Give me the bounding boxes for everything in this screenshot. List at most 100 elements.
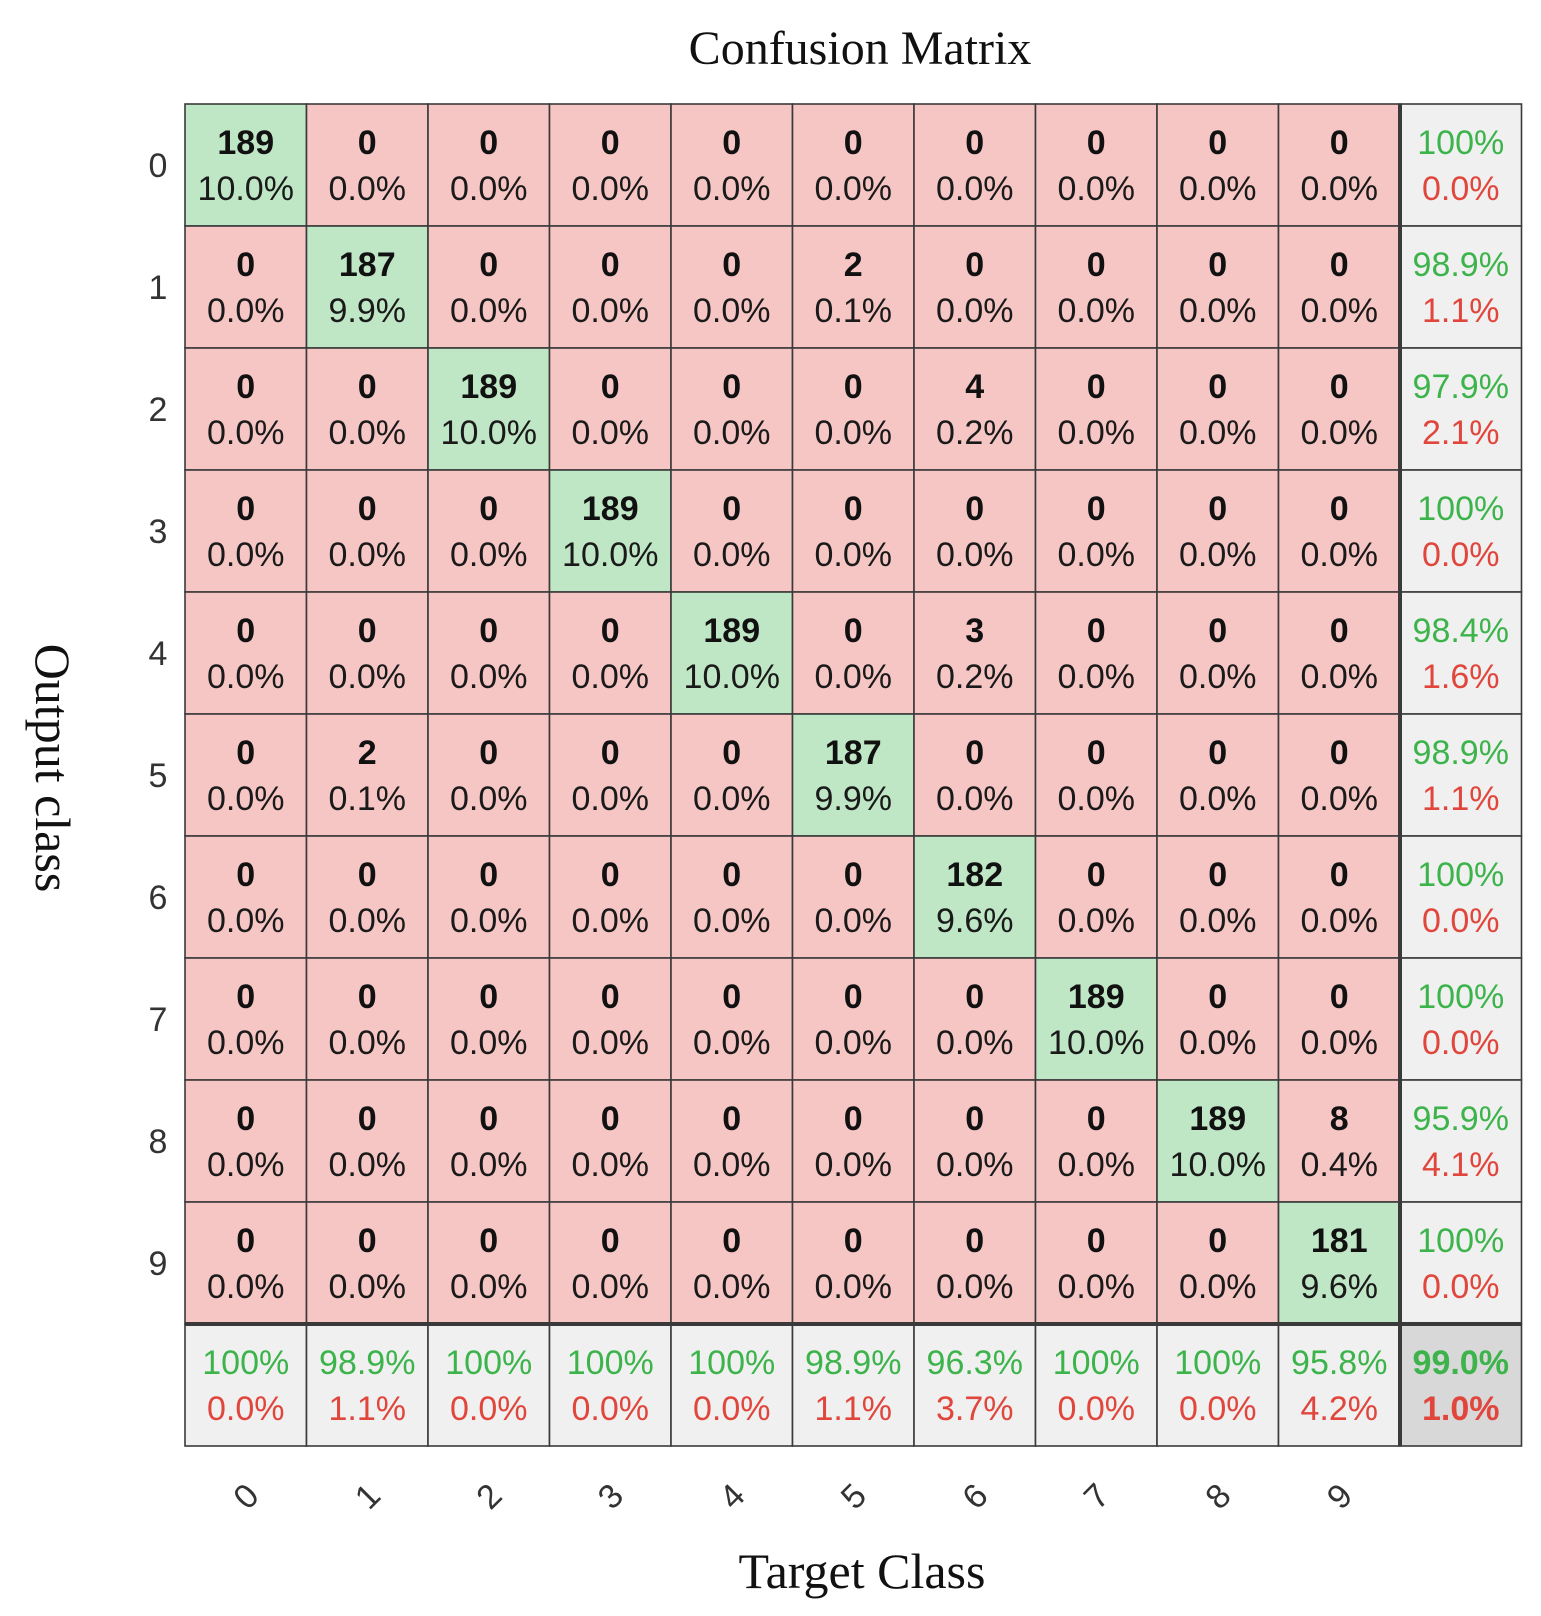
col-summary-correct: 100% [567, 1344, 654, 1382]
cell-percent: 0.0% [207, 658, 285, 696]
cell-count: 2 [358, 734, 377, 772]
cell-percent: 0.0% [329, 1268, 407, 1306]
matrix-cell [1034, 103, 1158, 227]
cell-percent: 0.0% [207, 292, 285, 330]
cell-percent: 0.0% [329, 1146, 407, 1184]
matrix-cell [670, 1201, 794, 1325]
cell-count: 0 [479, 856, 498, 894]
cell-count: 0 [601, 856, 620, 894]
cell-count: 0 [1208, 368, 1227, 406]
cell-count: 0 [479, 612, 498, 650]
row-summary-error: 1.1% [1422, 780, 1500, 818]
cell-percent: 0.0% [572, 902, 650, 940]
cell-count: 0 [1330, 368, 1349, 406]
cell-percent: 0.0% [693, 414, 771, 452]
col-summary-error: 0.0% [693, 1390, 771, 1428]
matrix-cell [791, 591, 915, 715]
matrix-cell [427, 957, 551, 1081]
cell-percent: 0.0% [936, 536, 1014, 574]
cell-count: 0 [722, 368, 741, 406]
cell-percent: 0.0% [815, 170, 893, 208]
cell-count: 189 [582, 490, 639, 528]
matrix-cell [670, 591, 794, 715]
matrix-cell [1277, 835, 1401, 959]
matrix-cell [1156, 225, 1280, 349]
cell-percent: 0.0% [936, 292, 1014, 330]
cell-count: 187 [339, 246, 396, 284]
cell-percent: 0.0% [1058, 536, 1136, 574]
cell-count: 0 [601, 368, 620, 406]
cell-percent: 0.0% [1179, 292, 1257, 330]
cell-percent: 0.0% [572, 658, 650, 696]
col-summary-correct: 100% [1174, 1344, 1261, 1382]
matrix-cell [1034, 347, 1158, 471]
matrix-cell [1156, 957, 1280, 1081]
matrix-cell [1156, 591, 1280, 715]
cell-percent: 0.0% [1301, 902, 1379, 940]
cell-count: 4 [965, 368, 984, 406]
matrix-cell [913, 591, 1037, 715]
x-tick-label: 3 [591, 1477, 631, 1517]
matrix-cell [670, 713, 794, 837]
row-summary-cell [1399, 1201, 1523, 1325]
matrix-cell [1156, 1201, 1280, 1325]
matrix-cell [305, 103, 429, 227]
x-tick-label: 9 [1320, 1477, 1360, 1517]
y-tick-label: 1 [149, 269, 168, 307]
matrix-cell [913, 957, 1037, 1081]
overall-error: 1.0% [1422, 1390, 1500, 1428]
row-summary-correct: 98.4% [1413, 612, 1509, 650]
cell-percent: 0.0% [1179, 658, 1257, 696]
cell-percent: 0.0% [1179, 1268, 1257, 1306]
cell-count: 0 [1330, 978, 1349, 1016]
cell-count: 0 [722, 734, 741, 772]
matrix-cell [791, 957, 915, 1081]
col-summary-error: 3.7% [936, 1390, 1014, 1428]
cell-percent: 0.2% [936, 658, 1014, 696]
cell-count: 0 [1087, 1222, 1106, 1260]
cell-percent: 0.0% [1179, 536, 1257, 574]
cell-percent: 0.0% [1058, 658, 1136, 696]
cell-count: 0 [1087, 124, 1106, 162]
cell-count: 3 [965, 612, 984, 650]
matrix-cell [913, 835, 1037, 959]
cell-count: 0 [1330, 734, 1349, 772]
cell-count: 0 [236, 1100, 255, 1138]
matrix-cell [305, 225, 429, 349]
cell-percent: 0.0% [450, 536, 528, 574]
matrix-cell [305, 591, 429, 715]
matrix-cell [791, 469, 915, 593]
cell-count: 0 [358, 612, 377, 650]
cell-percent: 0.0% [450, 658, 528, 696]
cell-percent: 0.0% [329, 658, 407, 696]
cell-percent: 0.0% [207, 780, 285, 818]
cell-count: 0 [844, 856, 863, 894]
cell-percent: 0.0% [207, 414, 285, 452]
cell-count: 0 [236, 246, 255, 284]
matrix-cell [1277, 591, 1401, 715]
x-tick-label: 8 [1198, 1477, 1238, 1517]
cell-percent: 10.0% [562, 536, 658, 574]
col-summary-correct: 100% [202, 1344, 289, 1382]
cell-count: 0 [601, 246, 620, 284]
cell-count: 0 [965, 490, 984, 528]
matrix-cell [791, 1201, 915, 1325]
cell-percent: 0.0% [329, 414, 407, 452]
matrix-cell [1034, 591, 1158, 715]
cell-percent: 0.0% [207, 1268, 285, 1306]
cell-percent: 0.0% [572, 170, 650, 208]
col-summary-error: 0.0% [572, 1390, 650, 1428]
cell-count: 189 [217, 124, 274, 162]
matrix-cell [427, 591, 551, 715]
cell-percent: 0.0% [1179, 414, 1257, 452]
cell-count: 0 [1330, 612, 1349, 650]
cell-count: 0 [479, 124, 498, 162]
cell-count: 0 [722, 1100, 741, 1138]
cell-count: 0 [358, 490, 377, 528]
col-summary-correct: 96.3% [927, 1344, 1023, 1382]
cell-count: 0 [844, 978, 863, 1016]
cell-percent: 10.0% [198, 170, 294, 208]
cell-percent: 0.0% [693, 1268, 771, 1306]
matrix-cell [791, 835, 915, 959]
